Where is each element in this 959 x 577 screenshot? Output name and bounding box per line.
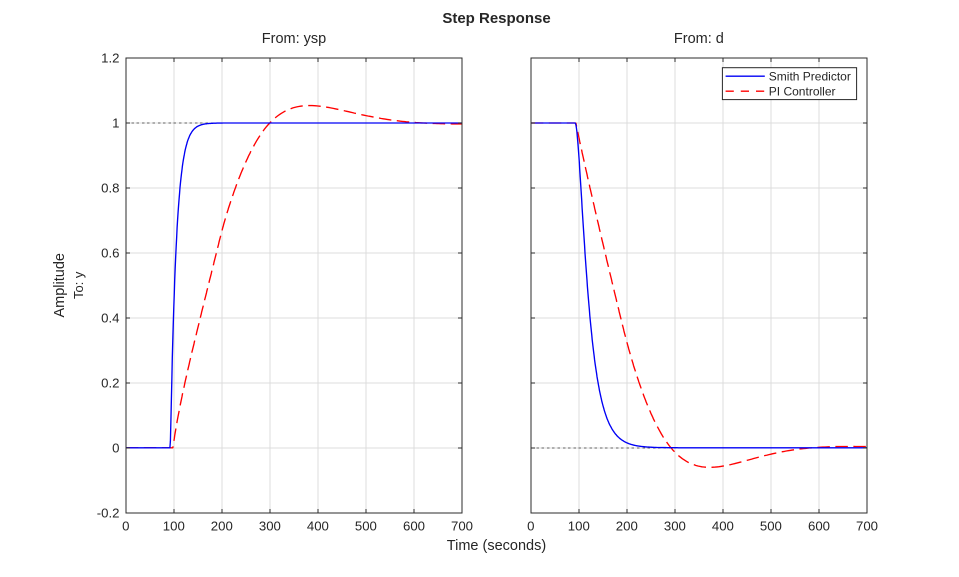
svg-text:400: 400 <box>712 519 734 534</box>
svg-text:To: y: To: y <box>71 271 86 299</box>
svg-text:100: 100 <box>163 519 185 534</box>
svg-text:From: d: From: d <box>674 31 724 47</box>
svg-text:200: 200 <box>211 519 233 534</box>
svg-text:PI Controller: PI Controller <box>769 85 836 99</box>
svg-text:Smith Predictor: Smith Predictor <box>769 70 851 84</box>
svg-text:500: 500 <box>355 519 377 534</box>
svg-text:600: 600 <box>403 519 425 534</box>
svg-text:0.6: 0.6 <box>101 246 119 261</box>
svg-text:From: ysp: From: ysp <box>262 31 326 47</box>
svg-text:300: 300 <box>259 519 281 534</box>
svg-text:0: 0 <box>122 519 129 534</box>
svg-text:1: 1 <box>112 116 119 131</box>
svg-text:-0.2: -0.2 <box>97 505 120 520</box>
svg-text:0.8: 0.8 <box>101 181 119 196</box>
svg-text:0: 0 <box>112 440 119 455</box>
svg-text:Step Response: Step Response <box>442 10 550 27</box>
svg-text:200: 200 <box>616 519 638 534</box>
svg-text:500: 500 <box>760 519 782 534</box>
svg-text:1.2: 1.2 <box>101 51 119 66</box>
svg-text:0.4: 0.4 <box>101 311 119 326</box>
svg-text:Amplitude: Amplitude <box>52 253 68 317</box>
svg-text:0: 0 <box>527 519 534 534</box>
svg-text:600: 600 <box>808 519 830 534</box>
svg-text:700: 700 <box>856 519 878 534</box>
svg-text:400: 400 <box>307 519 329 534</box>
svg-text:300: 300 <box>664 519 686 534</box>
svg-text:0.2: 0.2 <box>101 375 119 390</box>
svg-text:100: 100 <box>568 519 590 534</box>
svg-text:700: 700 <box>451 519 473 534</box>
svg-text:Time (seconds): Time (seconds) <box>447 538 546 554</box>
